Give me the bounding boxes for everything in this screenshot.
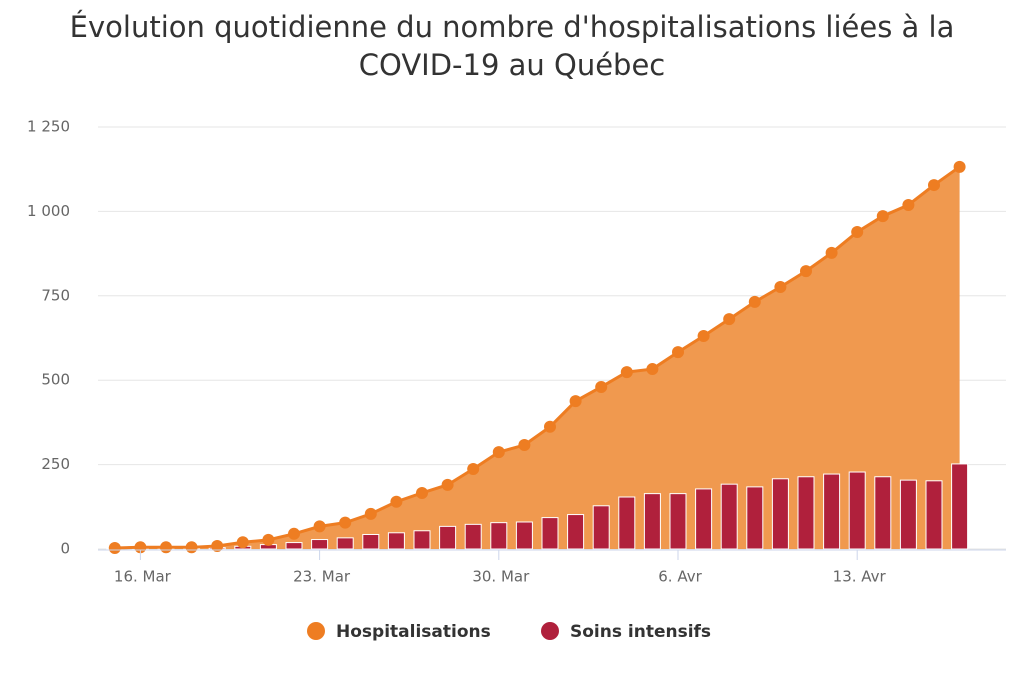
bar <box>643 493 661 550</box>
point <box>774 281 787 294</box>
bar <box>567 514 585 550</box>
bar <box>285 542 303 550</box>
bar <box>951 463 969 550</box>
point <box>723 313 736 326</box>
legend-marker <box>541 622 559 640</box>
bar <box>362 533 380 550</box>
bar <box>771 478 789 550</box>
legend-label: Soins intensifs <box>570 622 711 642</box>
legend-label: Hospitalisations <box>336 622 491 642</box>
x-tick-label: 13. Avr <box>833 568 887 586</box>
line <box>114 165 961 550</box>
bar <box>336 537 354 550</box>
point <box>876 210 889 223</box>
point <box>108 541 121 554</box>
point <box>518 439 531 452</box>
point <box>262 533 275 546</box>
point <box>492 446 505 459</box>
bar <box>541 517 559 550</box>
area <box>114 166 960 550</box>
point <box>928 179 940 192</box>
point <box>697 329 710 342</box>
point <box>390 495 403 508</box>
bar <box>439 525 457 550</box>
point <box>339 516 352 529</box>
point <box>544 420 556 433</box>
x-tick-label: 23. Mar <box>293 568 351 586</box>
x-tick-label: 30. Mar <box>472 568 530 586</box>
point <box>851 225 864 238</box>
bar <box>695 488 713 550</box>
bar <box>592 505 610 550</box>
y-tick-label: 1 250 <box>27 118 70 136</box>
chart-title: Évolution quotidienne du nombre d'hospit… <box>69 10 955 82</box>
bar <box>925 480 943 550</box>
point <box>800 265 812 278</box>
bar <box>848 471 866 550</box>
point <box>236 536 249 549</box>
point <box>364 507 377 520</box>
bar <box>413 530 431 550</box>
point <box>646 363 659 376</box>
bar <box>797 476 815 550</box>
point <box>313 520 326 533</box>
point <box>416 486 428 499</box>
legend-marker <box>307 622 325 640</box>
bar <box>618 496 636 550</box>
bar <box>464 523 482 550</box>
bar <box>387 532 405 550</box>
y-tick-label: 1 000 <box>27 202 70 220</box>
point <box>953 160 966 173</box>
point <box>595 380 608 393</box>
point <box>569 395 582 408</box>
bar <box>490 522 508 550</box>
bar <box>311 539 329 550</box>
bar <box>899 479 917 550</box>
y-tick-label: 500 <box>41 371 70 389</box>
bar <box>874 476 892 550</box>
y-tick-label: 0 <box>60 540 70 558</box>
point <box>211 539 224 552</box>
bar <box>720 483 738 550</box>
point <box>902 198 915 211</box>
point <box>467 462 480 475</box>
point <box>672 346 684 359</box>
bar <box>669 493 687 550</box>
y-tick-label: 250 <box>41 455 70 473</box>
point <box>748 295 761 308</box>
x-tick-label: 16. Mar <box>114 568 172 586</box>
point <box>185 541 198 554</box>
point <box>288 527 300 540</box>
point <box>825 246 838 259</box>
point <box>441 478 454 491</box>
x-tick-label: 6. Avr <box>658 568 702 586</box>
point <box>160 541 172 554</box>
bar <box>515 521 533 550</box>
y-tick-label: 750 <box>41 286 70 304</box>
bar <box>746 486 764 550</box>
point <box>620 366 633 379</box>
bar <box>823 473 841 550</box>
